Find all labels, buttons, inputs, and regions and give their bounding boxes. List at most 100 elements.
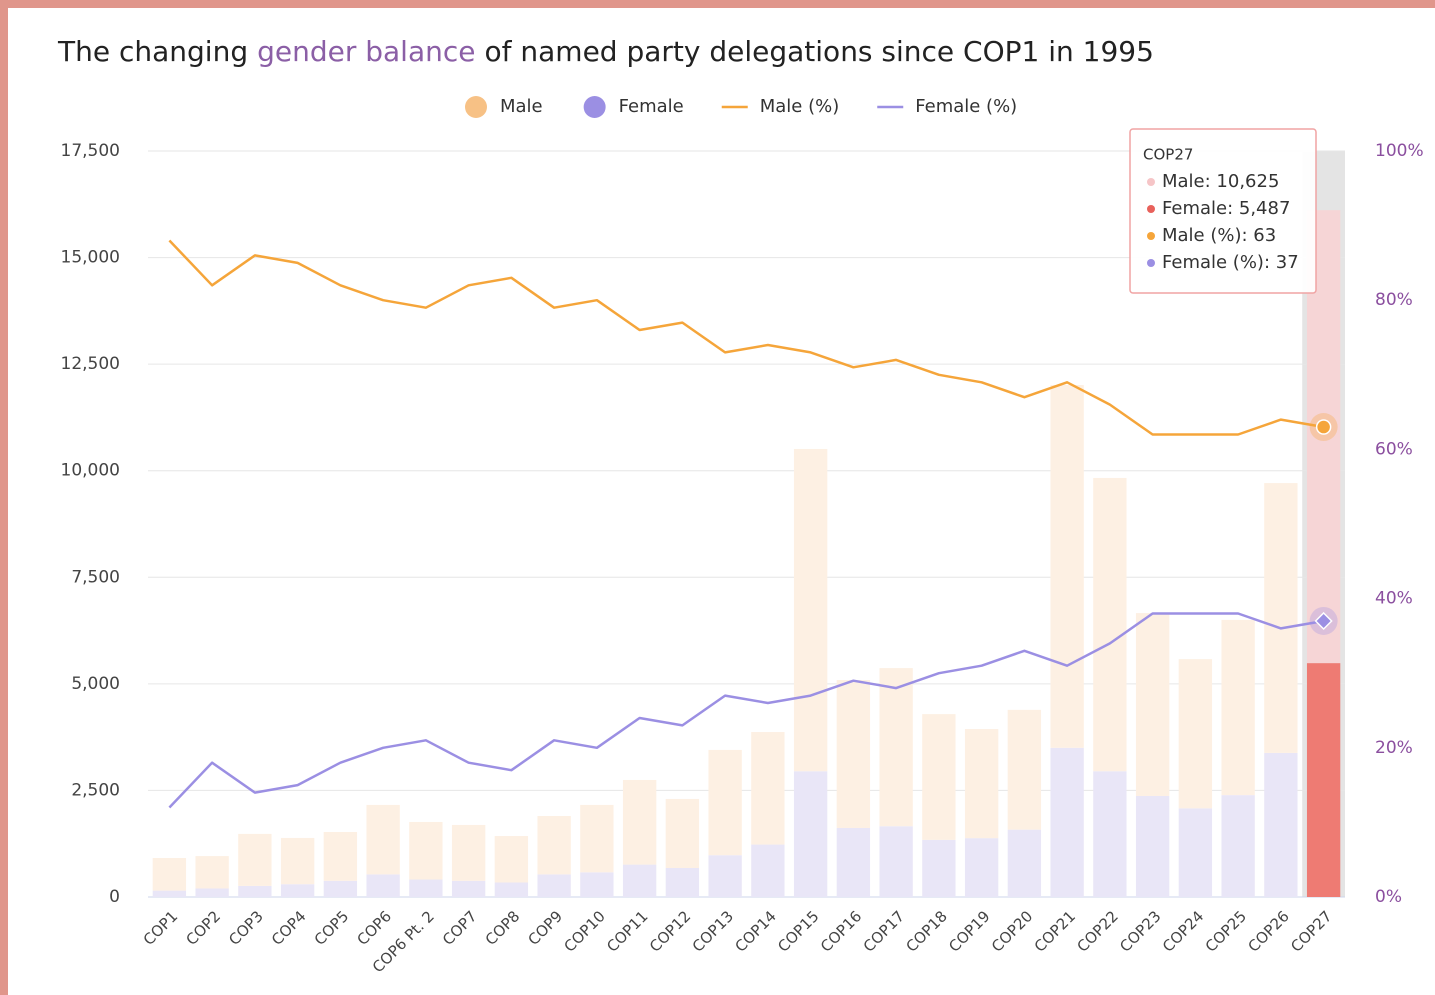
- x-tick-label: COP4: [268, 907, 310, 949]
- bar: [1093, 477, 1127, 772]
- x-tick-label: COP10: [561, 907, 609, 955]
- bar: [451, 880, 486, 897]
- y2-tick-label: 100%: [1375, 141, 1424, 161]
- bar: [1264, 752, 1298, 897]
- x-tick-label: COP25: [1202, 907, 1250, 955]
- legend-label: Female: [619, 96, 684, 117]
- bar: [708, 855, 742, 897]
- x-tick-label: COP26: [1245, 907, 1293, 955]
- legend-label: Male: [500, 96, 543, 117]
- bar: [280, 837, 315, 885]
- bar: [409, 879, 443, 897]
- bar: [1007, 829, 1042, 897]
- bar: [238, 833, 272, 886]
- bar: [964, 838, 999, 897]
- legend-marker: [465, 96, 487, 118]
- bar: [1007, 709, 1042, 830]
- tooltip-bullet: [1147, 178, 1155, 186]
- x-tick-label: COP16: [817, 907, 865, 955]
- tooltip-item: Male: 10,625: [1162, 171, 1279, 192]
- y-tick-label: 0: [109, 887, 120, 907]
- bar: [665, 798, 700, 869]
- tooltip-bullet: [1147, 259, 1155, 267]
- bar: [323, 831, 358, 881]
- tooltip-bullet: [1147, 205, 1155, 213]
- x-tick-label: COP24: [1159, 907, 1207, 955]
- y-tick-label: 2,500: [71, 780, 120, 800]
- tooltip-bullet: [1147, 232, 1155, 240]
- bar: [665, 868, 700, 897]
- bar: [964, 729, 999, 839]
- bar: [152, 890, 187, 897]
- bar: [580, 804, 614, 873]
- x-tick-label: COP7: [439, 907, 481, 949]
- y2-tick-label: 80%: [1375, 290, 1413, 310]
- bar: [366, 874, 400, 897]
- x-tick-label: COP15: [774, 907, 822, 955]
- line: [168, 612, 1324, 809]
- bar: [1135, 613, 1170, 796]
- x-tick-label: COP12: [646, 907, 694, 955]
- bar: [1221, 619, 1255, 796]
- y-tick-label: 15,000: [61, 248, 120, 268]
- x-tick-label: COP17: [860, 907, 908, 955]
- bar: [280, 884, 315, 897]
- x-tick-label: COP3: [225, 907, 267, 949]
- y-tick-label: 5,000: [71, 674, 120, 694]
- y2-tick-label: 0%: [1375, 887, 1402, 907]
- bar: [537, 874, 571, 897]
- x-tick-label: COP27: [1287, 907, 1335, 955]
- title-part: of named party delegations since COP1 in…: [485, 35, 1154, 68]
- bar: [152, 857, 187, 891]
- legend-marker: [583, 96, 606, 118]
- bar: [1050, 385, 1084, 748]
- x-tick-label: COP14: [732, 907, 780, 955]
- x-tick-label: COP8: [482, 907, 524, 949]
- x-tick-label: COP2: [183, 907, 225, 949]
- bar: [751, 732, 785, 845]
- bar: [922, 839, 956, 897]
- bar: [238, 885, 272, 897]
- bar: [580, 872, 614, 897]
- bar: [836, 827, 871, 897]
- bar: [323, 880, 358, 897]
- bar: [879, 668, 913, 827]
- bar: [409, 821, 443, 880]
- title-part: The changing: [57, 35, 248, 68]
- bar: [793, 448, 828, 772]
- x-tick-label: COP22: [1074, 907, 1122, 955]
- bar: [195, 888, 229, 897]
- y2-tick-label: 40%: [1375, 589, 1413, 609]
- bar: [1221, 795, 1255, 897]
- bar: [622, 779, 657, 865]
- bar: [494, 882, 529, 897]
- tooltip-box: [1129, 128, 1317, 294]
- bar: [1093, 771, 1127, 897]
- bar: [494, 836, 529, 883]
- y-tick-label: 10,000: [61, 461, 120, 481]
- x-tick-label: COP5: [311, 907, 353, 949]
- x-tick-label: COP1: [140, 907, 182, 949]
- title-part: gender balance: [257, 35, 475, 68]
- x-tick-label: COP18: [903, 907, 951, 955]
- y-tick-label: 7,500: [71, 567, 120, 587]
- bar: [1050, 747, 1084, 897]
- bar: [366, 804, 400, 875]
- hover-marker: [1315, 419, 1332, 435]
- bar: [751, 844, 785, 897]
- tooltip-item: Male (%): 63: [1162, 225, 1276, 246]
- x-tick-label: COP23: [1116, 907, 1164, 955]
- bar: [451, 824, 486, 881]
- x-tick-label: COP19: [945, 907, 993, 955]
- y-tick-label: 17,500: [61, 141, 120, 161]
- y2-tick-label: 60%: [1375, 439, 1413, 459]
- y-tick-label: 12,500: [61, 354, 120, 374]
- bar: [1178, 808, 1213, 897]
- chart: The changing gender balance of named party…: [57, 35, 1424, 976]
- bar: [708, 749, 742, 856]
- chart-title: The changing gender balance of named party…: [57, 35, 1154, 68]
- y2-tick-label: 20%: [1375, 738, 1413, 758]
- bar: [1178, 659, 1213, 809]
- bar: [793, 771, 828, 897]
- legend-label: Female (%): [915, 96, 1017, 117]
